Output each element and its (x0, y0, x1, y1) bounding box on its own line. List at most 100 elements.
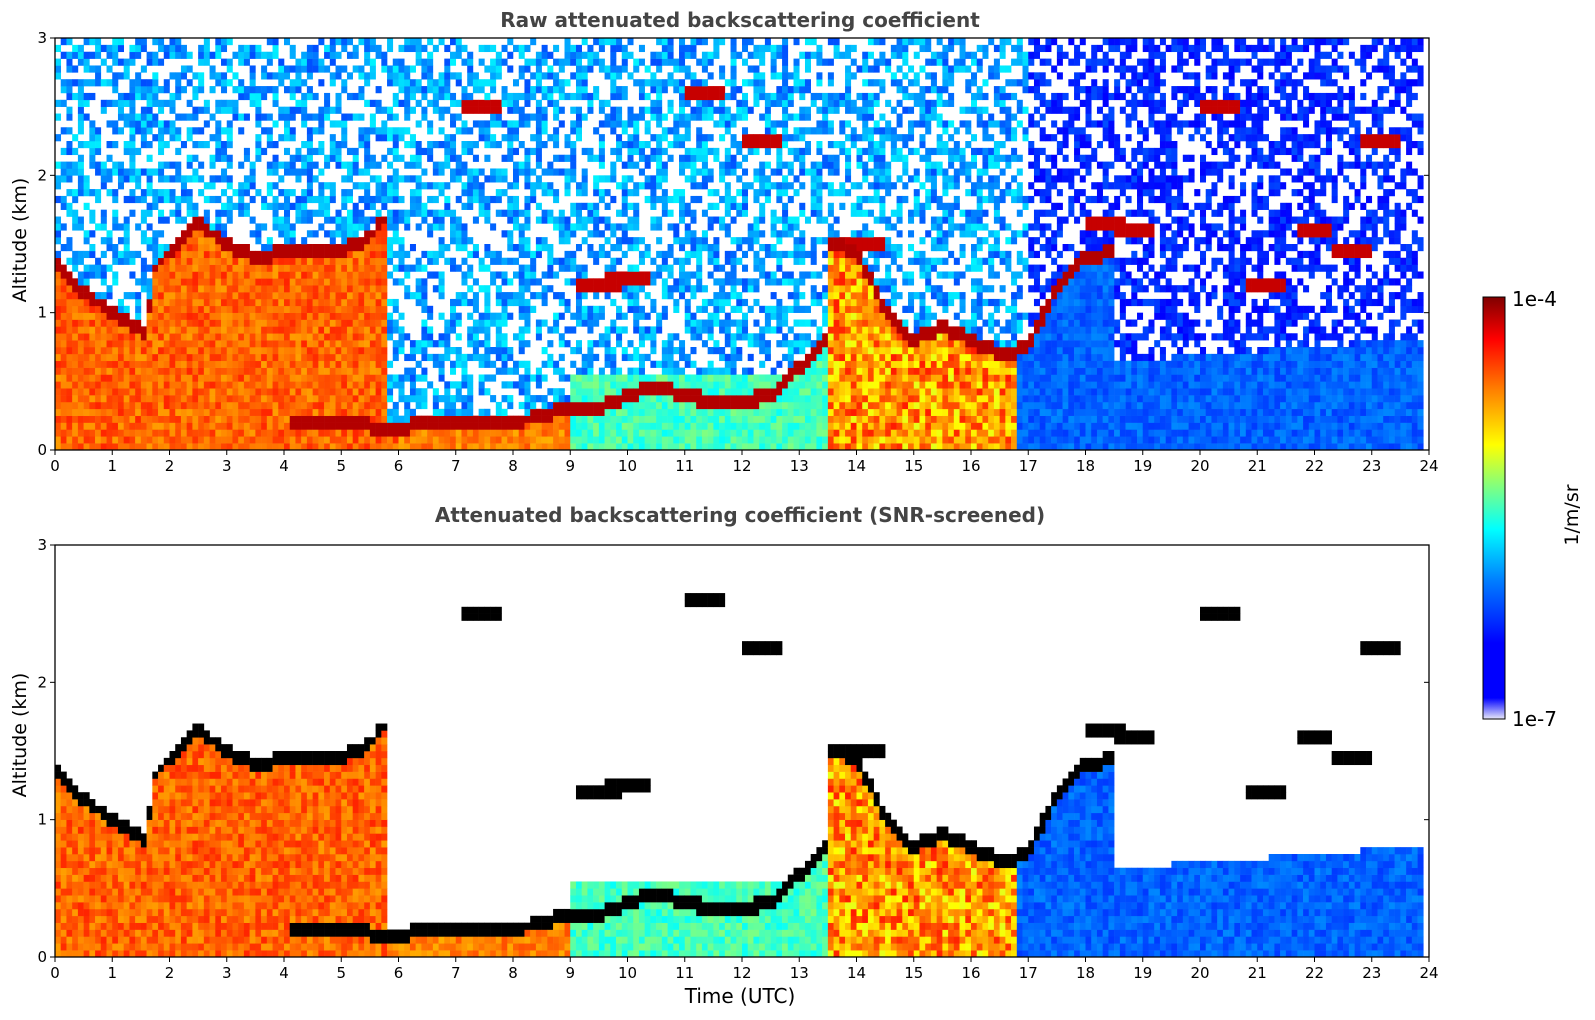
heatmap-cell (661, 388, 668, 396)
heatmap-cell (375, 195, 382, 204)
heatmap-cell (719, 106, 726, 114)
heatmap-cell (467, 312, 474, 320)
heatmap-cell (696, 374, 703, 382)
heatmap-cell (455, 79, 462, 87)
heatmap-cell (301, 326, 308, 334)
heatmap-cell (747, 285, 754, 293)
heatmap-cell (547, 99, 554, 107)
heatmap-cell (364, 298, 371, 307)
heatmap-cell (255, 120, 262, 128)
heatmap-cell (444, 422, 451, 430)
heatmap-cell (329, 333, 336, 341)
heatmap-cell (369, 374, 376, 382)
heatmap-cell (284, 353, 291, 362)
heatmap-cell (432, 415, 439, 423)
heatmap-cell (575, 347, 582, 355)
heatmap-cell (203, 237, 210, 245)
heatmap-cell (535, 127, 542, 135)
heatmap-cell (266, 271, 273, 279)
heatmap-cell (106, 374, 113, 382)
heatmap-cell (324, 319, 331, 327)
heatmap-cell (638, 381, 645, 389)
heatmap-cell (564, 134, 571, 142)
heatmap-cell (478, 264, 485, 272)
heatmap-cell (438, 408, 445, 416)
heatmap-cell (358, 436, 365, 444)
heatmap-cell (450, 230, 457, 238)
heatmap-cell (117, 38, 124, 46)
heatmap-cell (598, 134, 605, 142)
heatmap-cell (742, 278, 749, 286)
heatmap-cell (249, 99, 256, 107)
heatmap-cell (140, 65, 147, 73)
heatmap-cell (324, 182, 331, 190)
heatmap-cell (627, 189, 634, 197)
heatmap-cell (266, 292, 273, 300)
heatmap-cell (461, 429, 468, 437)
heatmap-cell (140, 195, 147, 204)
heatmap-cell (163, 408, 170, 416)
heatmap-cell (513, 443, 520, 451)
heatmap-cell (112, 58, 119, 66)
heatmap-cell (501, 436, 508, 444)
heatmap-cell (747, 443, 754, 451)
heatmap-cell (312, 92, 319, 101)
heatmap-cell (186, 257, 193, 265)
heatmap-cell (581, 223, 588, 231)
heatmap-cell (415, 278, 422, 286)
heatmap-cell (553, 154, 560, 162)
heatmap-cell (627, 134, 634, 142)
heatmap-cell (484, 44, 491, 53)
heatmap-cell (329, 264, 336, 272)
heatmap-cell (530, 264, 537, 272)
heatmap-cell (387, 381, 394, 389)
heatmap-cell (507, 367, 514, 375)
heatmap-cell (467, 408, 474, 416)
heatmap-cell (243, 415, 250, 423)
heatmap-cell (558, 429, 565, 437)
heatmap-cell (152, 72, 159, 80)
heatmap-cell (255, 292, 262, 300)
heatmap-cell (55, 340, 62, 348)
heatmap-cell (375, 223, 382, 231)
heatmap-cell (581, 429, 588, 437)
heatmap-cell (450, 223, 457, 231)
heatmap-cell (610, 113, 617, 121)
heatmap-cell (381, 340, 388, 348)
heatmap-cell (163, 395, 170, 403)
heatmap-cell (616, 92, 623, 101)
heatmap-cell (679, 134, 686, 142)
heatmap-cell (135, 312, 142, 320)
heatmap-cell (524, 408, 531, 416)
heatmap-cell (575, 381, 582, 389)
heatmap-cell (633, 429, 640, 437)
heatmap-cell (696, 333, 703, 341)
heatmap-cell (289, 278, 296, 286)
heatmap-cell (713, 250, 720, 259)
heatmap-cell (100, 340, 107, 348)
heatmap-cell (192, 113, 199, 121)
heatmap-cell (387, 326, 394, 334)
heatmap-cell (535, 278, 542, 286)
heatmap-cell (392, 65, 399, 73)
heatmap-cell (221, 312, 228, 320)
heatmap-cell (524, 443, 531, 451)
heatmap-cell (192, 422, 199, 430)
heatmap-cell (604, 443, 611, 451)
heatmap-cell (106, 347, 113, 355)
heatmap-cell (146, 312, 153, 320)
heatmap-cell (341, 422, 348, 430)
heatmap-cell (358, 182, 365, 190)
heatmap-cell (232, 401, 239, 410)
heatmap-cell (484, 312, 491, 320)
heatmap-cell (369, 326, 376, 334)
heatmap-cell (295, 154, 302, 162)
heatmap-cell (312, 161, 319, 169)
heatmap-cell (169, 401, 176, 410)
heatmap-cell (95, 353, 102, 362)
heatmap-cell (261, 250, 268, 259)
heatmap-cell (530, 443, 537, 451)
heatmap-cell (152, 99, 159, 107)
heatmap-cell (570, 401, 577, 410)
heatmap-cell (661, 305, 668, 313)
